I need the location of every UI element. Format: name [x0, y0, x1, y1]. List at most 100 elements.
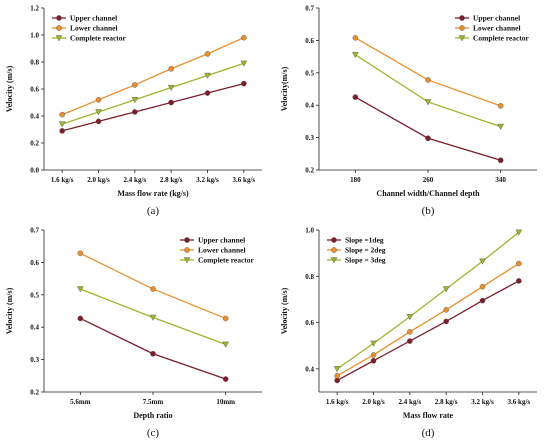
y-tick-label: 0.6	[305, 37, 314, 45]
legend-entry: Upper channel	[473, 14, 520, 23]
x-tick-label: 1.6 kg/s	[326, 398, 349, 406]
legend-marker	[183, 257, 191, 264]
x-tick-label: 7.5mm	[143, 398, 164, 406]
data-point-triangle	[497, 123, 505, 131]
data-point-triangle	[333, 366, 341, 373]
x-tick-label: 1.6 kg/s	[51, 176, 74, 184]
legend-entry: Slope = 3deg	[345, 256, 386, 265]
legend-entry: Slope = 2deg	[345, 246, 386, 255]
legend-marker	[184, 237, 190, 243]
data-point-circle	[204, 90, 211, 96]
data-point-triangle	[370, 340, 377, 347]
chart-panel-b: 0.2 0.3 0.4 0.5 0.6 0.7 180 260 340 Channel width…	[275, 0, 550, 222]
y-tick-label: 0.4	[30, 324, 39, 332]
y-tick-label: 0.2	[305, 167, 314, 175]
x-tick-label: 340	[495, 176, 506, 184]
data-point-triangle	[58, 121, 66, 128]
data-point-circle	[95, 97, 102, 103]
legend-marker	[330, 257, 338, 264]
data-point-circle	[516, 278, 522, 284]
chart-panel-d: 0.4 0.6 0.8 1.0 1.6 kg/s 2.0 kg/s 2.4 kg/s 2.8 …	[275, 222, 550, 444]
legend-marker	[459, 25, 465, 31]
legend-marker	[331, 237, 337, 243]
y-tick-label: 0.4	[305, 365, 314, 373]
y-tick-label: 1.0	[305, 227, 314, 235]
data-point-circle	[370, 352, 377, 358]
data-point-triangle	[424, 99, 432, 106]
series-line	[61, 62, 245, 125]
x-axis-label: Mass flow rate (kg/s)	[117, 189, 189, 198]
y-tick-label: 0.6	[30, 259, 39, 267]
x-tick-label: 2.0 kg/s	[362, 398, 385, 406]
x-tick-label: 3.2 kg/s	[196, 176, 219, 184]
legend-marker	[56, 15, 62, 21]
y-tick-label: 0.8	[305, 273, 314, 281]
legend-marker	[459, 15, 465, 21]
data-point-circle	[77, 250, 84, 257]
panel-caption: (b)	[422, 205, 435, 217]
legend-entry: Upper channel	[198, 236, 245, 245]
x-tick-label: 2.8 kg/s	[160, 176, 183, 184]
series-line	[62, 82, 244, 132]
data-point-circle	[497, 157, 504, 164]
x-axis-label: Channel width/Channel depth	[376, 189, 480, 198]
x-tick-label: 2.8 kg/s	[435, 398, 458, 406]
y-axis-label: Velocity (m/s)	[5, 287, 14, 334]
x-tick-label: 3.2 kg/s	[471, 398, 494, 406]
data-point-triangle	[406, 314, 414, 321]
data-point-circle	[222, 315, 229, 322]
y-axis-label: Velocity (m/s)	[5, 65, 14, 112]
data-point-circle	[479, 283, 486, 290]
y-tick-label: 1.2	[30, 5, 39, 13]
series-line	[355, 37, 501, 107]
series-line	[354, 54, 501, 128]
panel-caption: (a)	[147, 205, 160, 217]
y-tick-label: 0.2	[30, 389, 39, 397]
data-point-circle	[497, 103, 504, 109]
data-point-circle	[334, 377, 340, 384]
y-tick-label: 0.5	[305, 69, 314, 77]
legend-entry: Complete reactor	[473, 34, 530, 43]
data-point-circle	[77, 315, 84, 322]
legend-entry: Upper channel	[70, 14, 117, 23]
series-line	[336, 263, 520, 377]
data-point-circle	[479, 297, 486, 304]
data-point-circle	[59, 128, 65, 134]
y-tick-label: 0.3	[30, 356, 39, 364]
series-line	[61, 37, 245, 116]
data-point-circle	[425, 77, 431, 83]
legend-marker	[458, 35, 466, 42]
data-point-triangle	[131, 97, 139, 104]
legend-entry: Complete reactor	[70, 34, 127, 43]
data-point-circle	[352, 94, 359, 100]
data-point-triangle	[240, 60, 248, 67]
series-line	[336, 231, 520, 370]
legend-entry: Lower channel	[198, 246, 246, 255]
series-line	[355, 96, 501, 161]
data-point-circle	[59, 111, 65, 118]
x-tick-label: 5.6mm	[70, 398, 91, 406]
series-line	[336, 280, 520, 382]
y-tick-label: 0.6	[305, 319, 314, 327]
data-point-circle	[352, 35, 359, 41]
data-point-circle	[168, 65, 174, 72]
series-line	[80, 317, 226, 380]
data-point-triangle	[76, 286, 84, 293]
panel-caption: (c)	[147, 427, 160, 439]
y-tick-label: 0.6	[30, 86, 39, 94]
x-tick-label: 2.4 kg/s	[399, 398, 422, 406]
data-point-circle	[204, 51, 211, 57]
data-point-triangle	[204, 72, 211, 79]
data-point-circle	[132, 82, 138, 88]
x-tick-label: 260	[423, 176, 434, 184]
data-point-circle	[425, 135, 431, 142]
x-axis-label: Mass flow rate	[403, 411, 454, 420]
legend-entry: Slope =1deg	[345, 236, 384, 245]
legend-entry: Lower channel	[473, 24, 521, 33]
legend-marker	[184, 247, 190, 253]
x-tick-label: 2.0 kg/s	[87, 176, 110, 184]
data-point-circle	[95, 118, 102, 125]
y-tick-label: 0.4	[30, 113, 39, 121]
data-point-circle	[150, 286, 156, 292]
data-point-circle	[132, 109, 138, 115]
